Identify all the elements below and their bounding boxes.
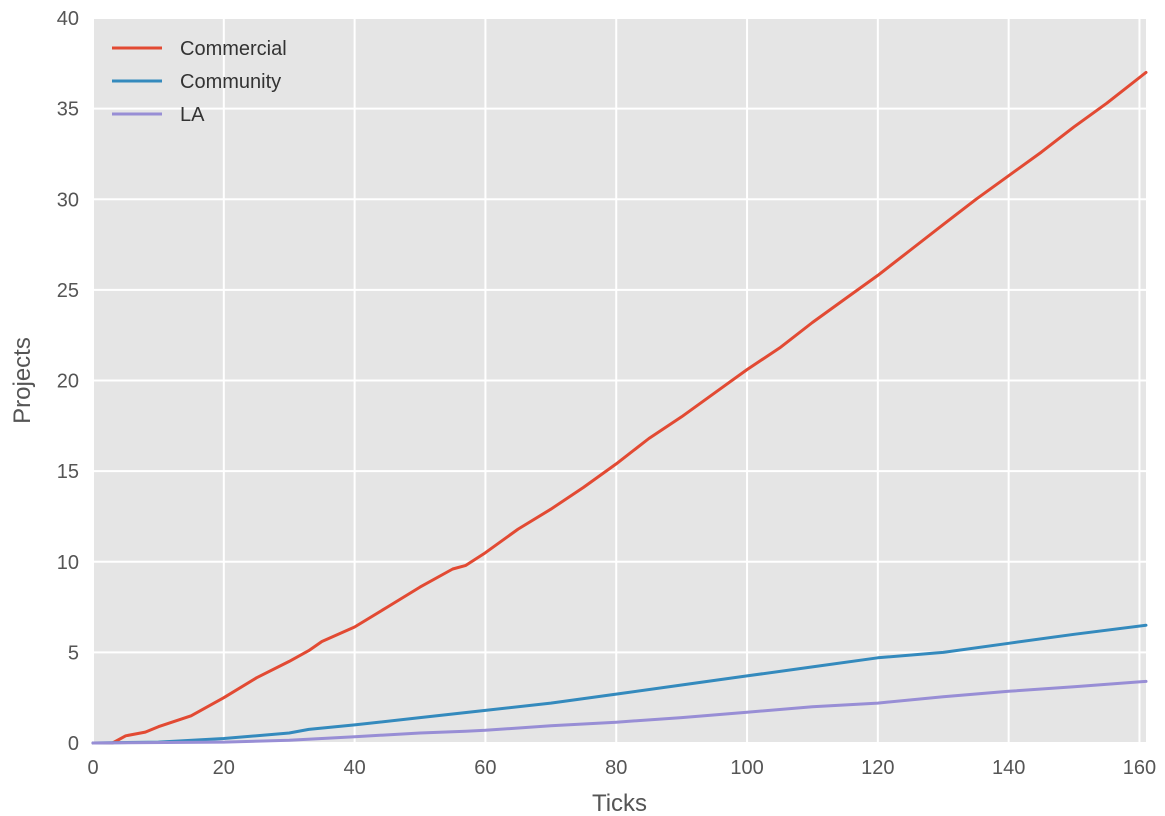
- x-tick-label: 60: [474, 757, 496, 779]
- x-tick-label: 120: [861, 757, 894, 779]
- x-tick-label: 20: [213, 757, 235, 779]
- legend-label-la: LA: [180, 104, 205, 126]
- x-tick-label: 0: [87, 757, 98, 779]
- x-tick-label: 40: [343, 757, 365, 779]
- x-tick-label: 140: [992, 757, 1025, 779]
- series-line-la: [91, 679, 1148, 745]
- x-axis-ticks: 0 20 40 60 80 100 120 140 160: [87, 757, 1156, 779]
- y-axis-label: Projects: [9, 337, 36, 424]
- y-tick-label: 0: [68, 733, 79, 755]
- grid: [92, 17, 1146, 744]
- series-line-commercial: [91, 70, 1148, 745]
- y-tick-label: 15: [57, 461, 79, 483]
- series-layer: [91, 70, 1148, 745]
- y-tick-label: 5: [68, 642, 79, 664]
- x-axis-label: Ticks: [592, 790, 647, 816]
- y-tick-label: 10: [57, 552, 79, 574]
- y-tick-label: 40: [57, 8, 79, 30]
- y-tick-label: 25: [57, 280, 79, 302]
- legend-label-community: Community: [180, 71, 281, 93]
- y-tick-label: 20: [57, 371, 79, 393]
- x-tick-label: 80: [605, 757, 627, 779]
- y-tick-label: 35: [57, 99, 79, 121]
- x-tick-label: 160: [1123, 757, 1156, 779]
- y-axis-ticks: 0 5 10 15 20 25 30 35 40: [57, 8, 79, 755]
- x-tick-label: 100: [730, 757, 763, 779]
- legend: Commercial Community LA: [112, 38, 287, 126]
- series-line-community: [91, 623, 1148, 745]
- legend-label-commercial: Commercial: [180, 38, 287, 60]
- y-tick-label: 30: [57, 189, 79, 211]
